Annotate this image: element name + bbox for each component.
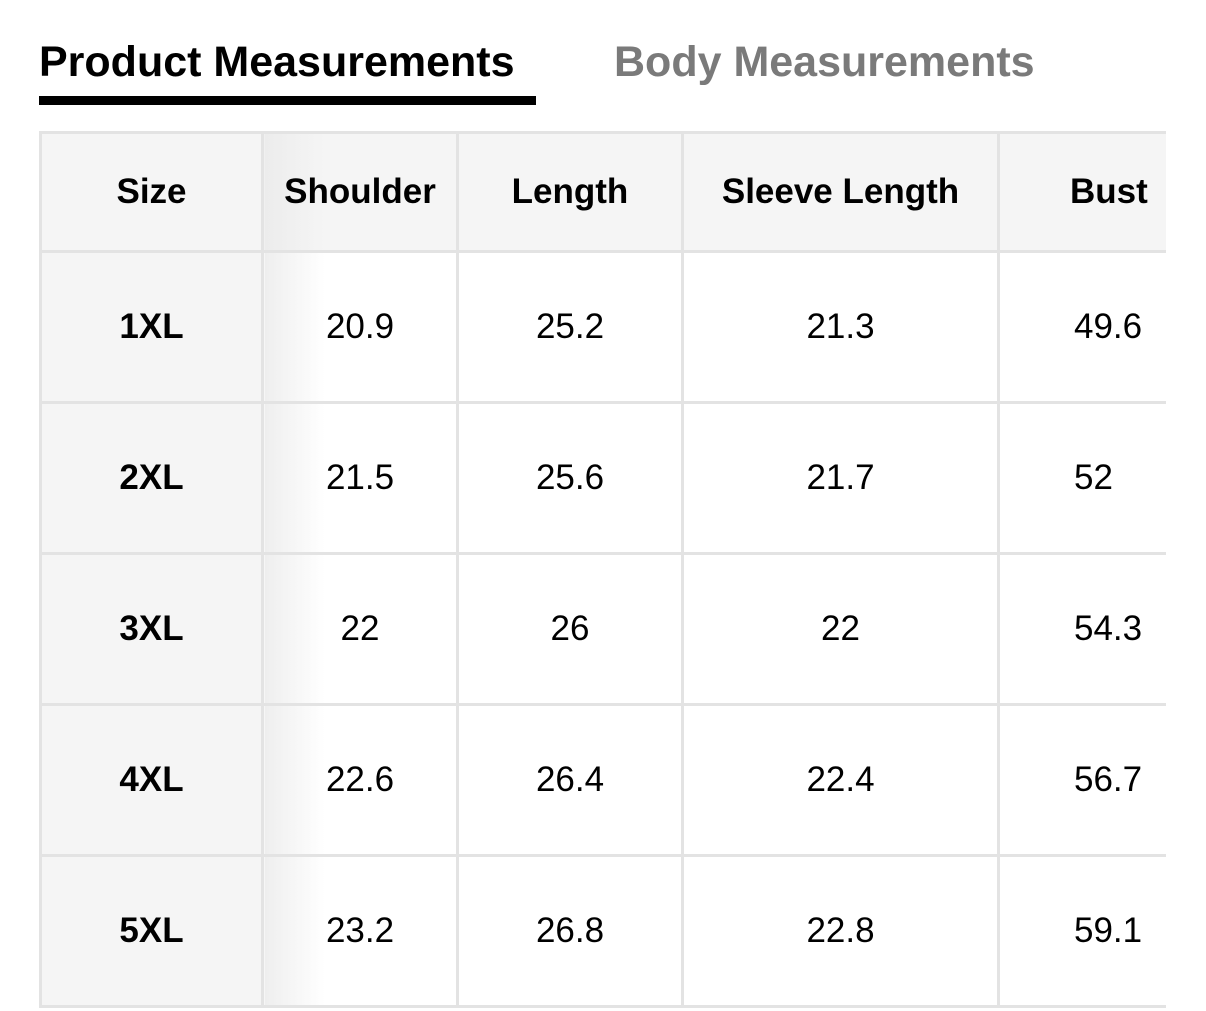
- cell-sleeve-length: 21.3: [681, 250, 1000, 404]
- active-tab-indicator: [39, 96, 536, 105]
- cell-length: 25.2: [456, 250, 684, 404]
- table-row: 3XL 22 26 22 54.3: [39, 552, 1166, 706]
- cell-shoulder: 20.9: [261, 250, 459, 404]
- table-row: 5XL 23.2 26.8 22.8 59.1: [39, 854, 1166, 1008]
- cell-bust: 56.7: [997, 703, 1166, 857]
- cell-length: 26.4: [456, 703, 684, 857]
- cell-size: 2XL: [39, 401, 264, 555]
- header-size: Size: [39, 131, 264, 253]
- cell-length: 26: [456, 552, 684, 706]
- table-row: 4XL 22.6 26.4 22.4 56.7: [39, 703, 1166, 857]
- cell-size: 1XL: [39, 250, 264, 404]
- cell-bust: 54.3: [997, 552, 1166, 706]
- cell-sleeve-length: 21.7: [681, 401, 1000, 555]
- header-length: Length: [456, 131, 684, 253]
- cell-length: 26.8: [456, 854, 684, 1008]
- cell-sleeve-length: 22: [681, 552, 1000, 706]
- cell-bust: 59.1: [997, 854, 1166, 1008]
- size-chart-table: Size Shoulder Length Sleeve Length Bust …: [39, 131, 1166, 1008]
- cell-bust: 52: [997, 401, 1166, 555]
- table-row: 1XL 20.9 25.2 21.3 49.6: [39, 250, 1166, 404]
- cell-shoulder: 22: [261, 552, 459, 706]
- header-shoulder: Shoulder: [261, 131, 459, 253]
- size-chart-table-container[interactable]: Size Shoulder Length Sleeve Length Bust …: [39, 131, 1166, 1011]
- table-header-row: Size Shoulder Length Sleeve Length Bust: [39, 131, 1166, 253]
- cell-length: 25.6: [456, 401, 684, 555]
- header-bust: Bust: [997, 131, 1166, 253]
- tab-body-measurements[interactable]: Body Measurements: [614, 38, 1035, 86]
- cell-shoulder: 21.5: [261, 401, 459, 555]
- cell-size: 5XL: [39, 854, 264, 1008]
- cell-size: 3XL: [39, 552, 264, 706]
- table-row: 2XL 21.5 25.6 21.7 52: [39, 401, 1166, 555]
- cell-sleeve-length: 22.4: [681, 703, 1000, 857]
- cell-bust: 49.6: [997, 250, 1166, 404]
- cell-shoulder: 22.6: [261, 703, 459, 857]
- tab-product-measurements[interactable]: Product Measurements: [39, 38, 515, 86]
- header-sleeve-length: Sleeve Length: [681, 131, 1000, 253]
- cell-shoulder: 23.2: [261, 854, 459, 1008]
- cell-sleeve-length: 22.8: [681, 854, 1000, 1008]
- cell-size: 4XL: [39, 703, 264, 857]
